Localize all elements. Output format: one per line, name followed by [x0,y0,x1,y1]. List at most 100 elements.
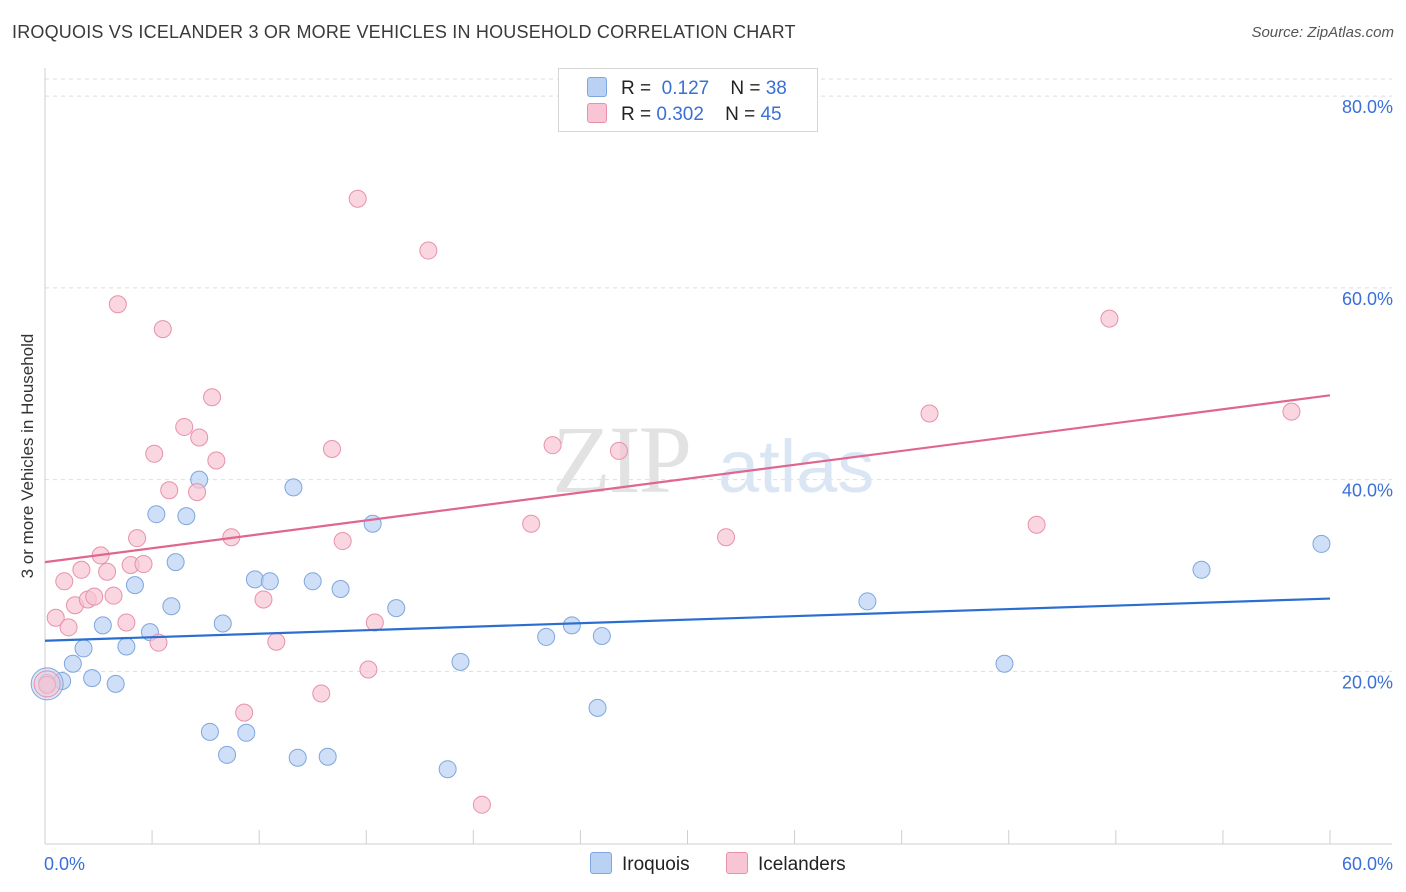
iroquois-point [318,747,337,766]
iroquois-point [162,597,181,616]
icelanders-point [134,555,153,574]
icelanders-trendline [44,394,1331,564]
icelanders-point [333,532,352,551]
iroquois-point [93,616,112,635]
iroquois-legend-label: Iroquois [622,854,690,875]
correlation-legend: R = 0.127 N = 38 R = 0.302 N = 45 [558,68,818,132]
y-axis-label: 3 or more Vehicles in Household [18,333,37,579]
icelanders-point [59,618,78,637]
icelanders-point [1282,402,1301,421]
icelanders-point [46,608,65,627]
iroquois-point [237,723,256,742]
icelanders-point [160,481,179,500]
icelanders-point [522,514,541,533]
iroquois-point [166,553,185,572]
icelanders-point [359,660,378,679]
icelanders-point [149,633,168,652]
iroquois-point [537,627,556,646]
iroquois-point [63,654,82,673]
legend-r-value: 0.302 [656,104,704,125]
iroquois-point [1192,560,1211,579]
iroquois-point [331,579,350,598]
iroquois-point [562,616,581,635]
iroquois-legend-swatch [590,852,612,874]
icelanders-point [175,417,194,436]
iroquois-point [74,639,93,658]
iroquois-point [288,748,307,767]
iroquois-trendline [44,597,1331,642]
icelanders-point [1100,309,1119,328]
x-axis-ticks [44,830,1331,844]
chart-source: Source: ZipAtlas.com [1251,24,1394,41]
iroquois-point [117,637,136,656]
watermark: ZIP atlas [552,406,874,513]
icelanders-point [128,529,147,548]
icelanders-point [207,451,226,470]
iroquois-points [30,470,1331,779]
iroquois-point [592,626,611,645]
iroquois-point [106,674,125,693]
icelanders-point [254,590,273,609]
icelanders-point [717,528,736,547]
iroquois-point [303,572,322,591]
bottom-legend-icelanders: Icelanders [726,852,846,876]
icelanders-point [85,587,104,606]
legend-row-iroquois: R = 0.127 N = 38 [587,77,787,101]
iroquois-point [83,669,102,688]
icelanders-point [365,613,384,632]
legend-n-value: 45 [760,104,782,125]
icelanders-point [38,675,57,694]
icelanders-point [190,428,209,447]
icelanders-legend-swatch [726,852,748,874]
iroquois-point [284,478,303,497]
iroquois-point [260,572,279,591]
icelanders-point [153,320,172,339]
watermark-atlas: atlas [718,425,874,508]
iroquois-point [387,599,406,618]
iroquois-point [245,570,264,589]
iroquois-point [200,722,219,741]
iroquois-point [125,576,144,595]
y-axis-tick-labels: 20.0% 40.0% 60.0% 80.0% [1342,97,1393,692]
y-tick-label: 20.0% [1342,672,1393,692]
icelanders-point [108,295,127,314]
legend-row-icelanders: R = 0.302 N = 45 [587,103,782,127]
legend-n-value: 38 [765,78,787,99]
iroquois-point [588,698,607,717]
icelanders-point [1027,515,1046,534]
iroquois-point [218,745,237,764]
icelanders-point [267,632,286,651]
icelanders-point [920,404,939,423]
icelanders-point [188,483,207,502]
chart-title: IROQUOIS VS ICELANDER 3 OR MORE VEHICLES… [12,22,796,42]
icelanders-point [98,562,117,581]
trendlines [44,394,1331,642]
y-tick-label: 40.0% [1342,481,1393,501]
legend-n-label: N = [730,78,761,99]
legend-r-label: R = [621,78,652,99]
icelanders-point [235,703,254,722]
legend-r-value: 0.127 [661,78,710,99]
iroquois-point [177,507,196,526]
icelanders-point [55,572,74,591]
icelanders-point [104,586,123,605]
icelanders-point [322,439,341,458]
iroquois-point [213,614,232,633]
icelanders-swatch [587,103,607,123]
x-tick-label: 60.0% [1342,854,1393,874]
iroquois-swatch [587,77,607,97]
icelanders-point [312,684,331,703]
icelanders-point [72,560,91,579]
x-tick-label: 0.0% [44,854,85,874]
iroquois-point [438,760,457,779]
y-tick-label: 80.0% [1342,97,1393,117]
y-tick-label: 60.0% [1342,289,1393,309]
iroquois-point [451,652,470,671]
icelanders-point [543,436,562,455]
icelanders-point [117,613,136,632]
icelanders-point [348,189,367,208]
iroquois-point [995,654,1014,673]
icelanders-point-cluster [33,670,61,698]
icelanders-point [419,241,438,260]
